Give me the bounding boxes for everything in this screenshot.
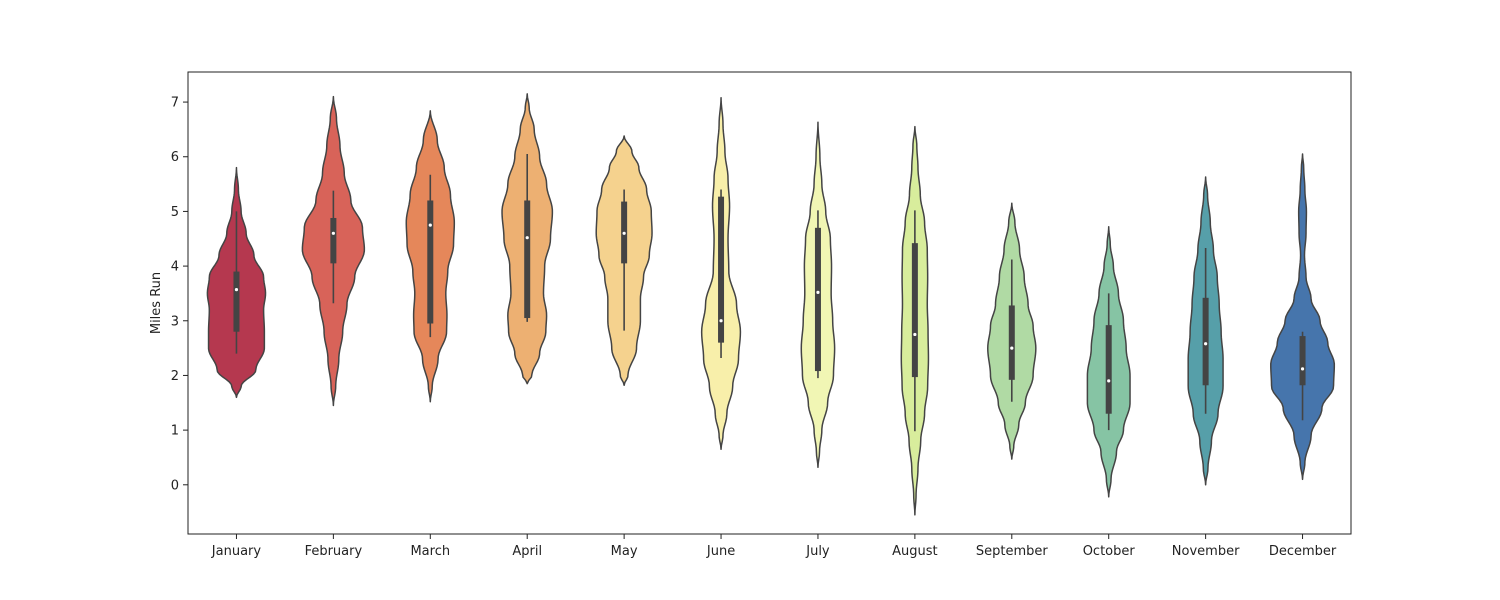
y-tick-label: 6 [171,150,179,165]
violin-median-point [913,332,917,337]
violin-august [900,125,930,516]
violin-iqr-box [233,271,240,332]
violin-iqr-box [427,200,434,324]
violin-median-point [1300,367,1305,371]
violin-median-point [1010,346,1014,350]
violins-layer [206,93,1336,516]
violin-median-point [428,223,432,227]
violin-median-point [234,288,239,292]
violin-iqr-box [1202,297,1209,386]
x-tick-label: February [305,544,363,559]
violin-median-point [1204,342,1208,346]
y-axis-ticks: 0 1 2 3 4 5 6 7 [171,96,188,493]
violin-median-point [816,290,820,294]
y-tick-label: 2 [171,369,179,384]
violin-september [987,202,1037,460]
violin-iqr-box [718,196,725,343]
violin-iqr-box [911,243,918,378]
violin-april [501,93,554,385]
x-axis-ticks: January February March April May June July Augu… [211,534,1337,559]
violin-january [206,166,267,399]
violin-november [1187,176,1224,486]
violin-median-point [1107,379,1111,383]
y-axis-title: Miles Run [149,272,164,334]
x-tick-label: November [1172,544,1240,559]
x-tick-label: March [410,544,450,559]
x-tick-label: July [805,544,830,559]
violin-iqr-box [1299,336,1306,386]
violin-median-point [331,231,335,235]
violin-march [405,110,456,403]
y-tick-label: 1 [171,424,179,439]
y-tick-label: 0 [171,478,179,493]
y-tick-label: 7 [171,96,179,111]
violin-body [1270,153,1336,481]
violin-iqr-box [1008,305,1015,380]
violin-june [700,96,742,450]
violin-july [800,121,836,469]
x-tick-label: August [892,544,938,559]
x-tick-label: April [512,544,542,559]
violin-iqr-box [814,227,821,372]
y-tick-label: 5 [171,205,179,220]
y-tick-label: 3 [171,314,179,329]
violin-february [301,95,366,407]
violin-may [595,135,653,387]
x-tick-label: June [706,544,735,559]
violin-iqr-box [1105,325,1112,414]
violin-iqr-box [524,200,531,319]
x-tick-label: January [211,544,262,559]
violin-median-point [719,319,723,323]
violin-median-point [525,236,529,240]
y-tick-label: 4 [171,260,179,275]
violin-december [1270,153,1336,481]
violin-iqr-box [330,217,337,264]
x-tick-label: May [611,544,638,559]
plot-frame [187,71,1352,535]
violin-median-point [622,231,626,235]
x-tick-label: September [976,544,1049,559]
plot-background [188,72,1351,534]
violin-october [1086,225,1131,498]
x-tick-label: October [1083,544,1136,559]
x-tick-label: December [1269,544,1337,559]
